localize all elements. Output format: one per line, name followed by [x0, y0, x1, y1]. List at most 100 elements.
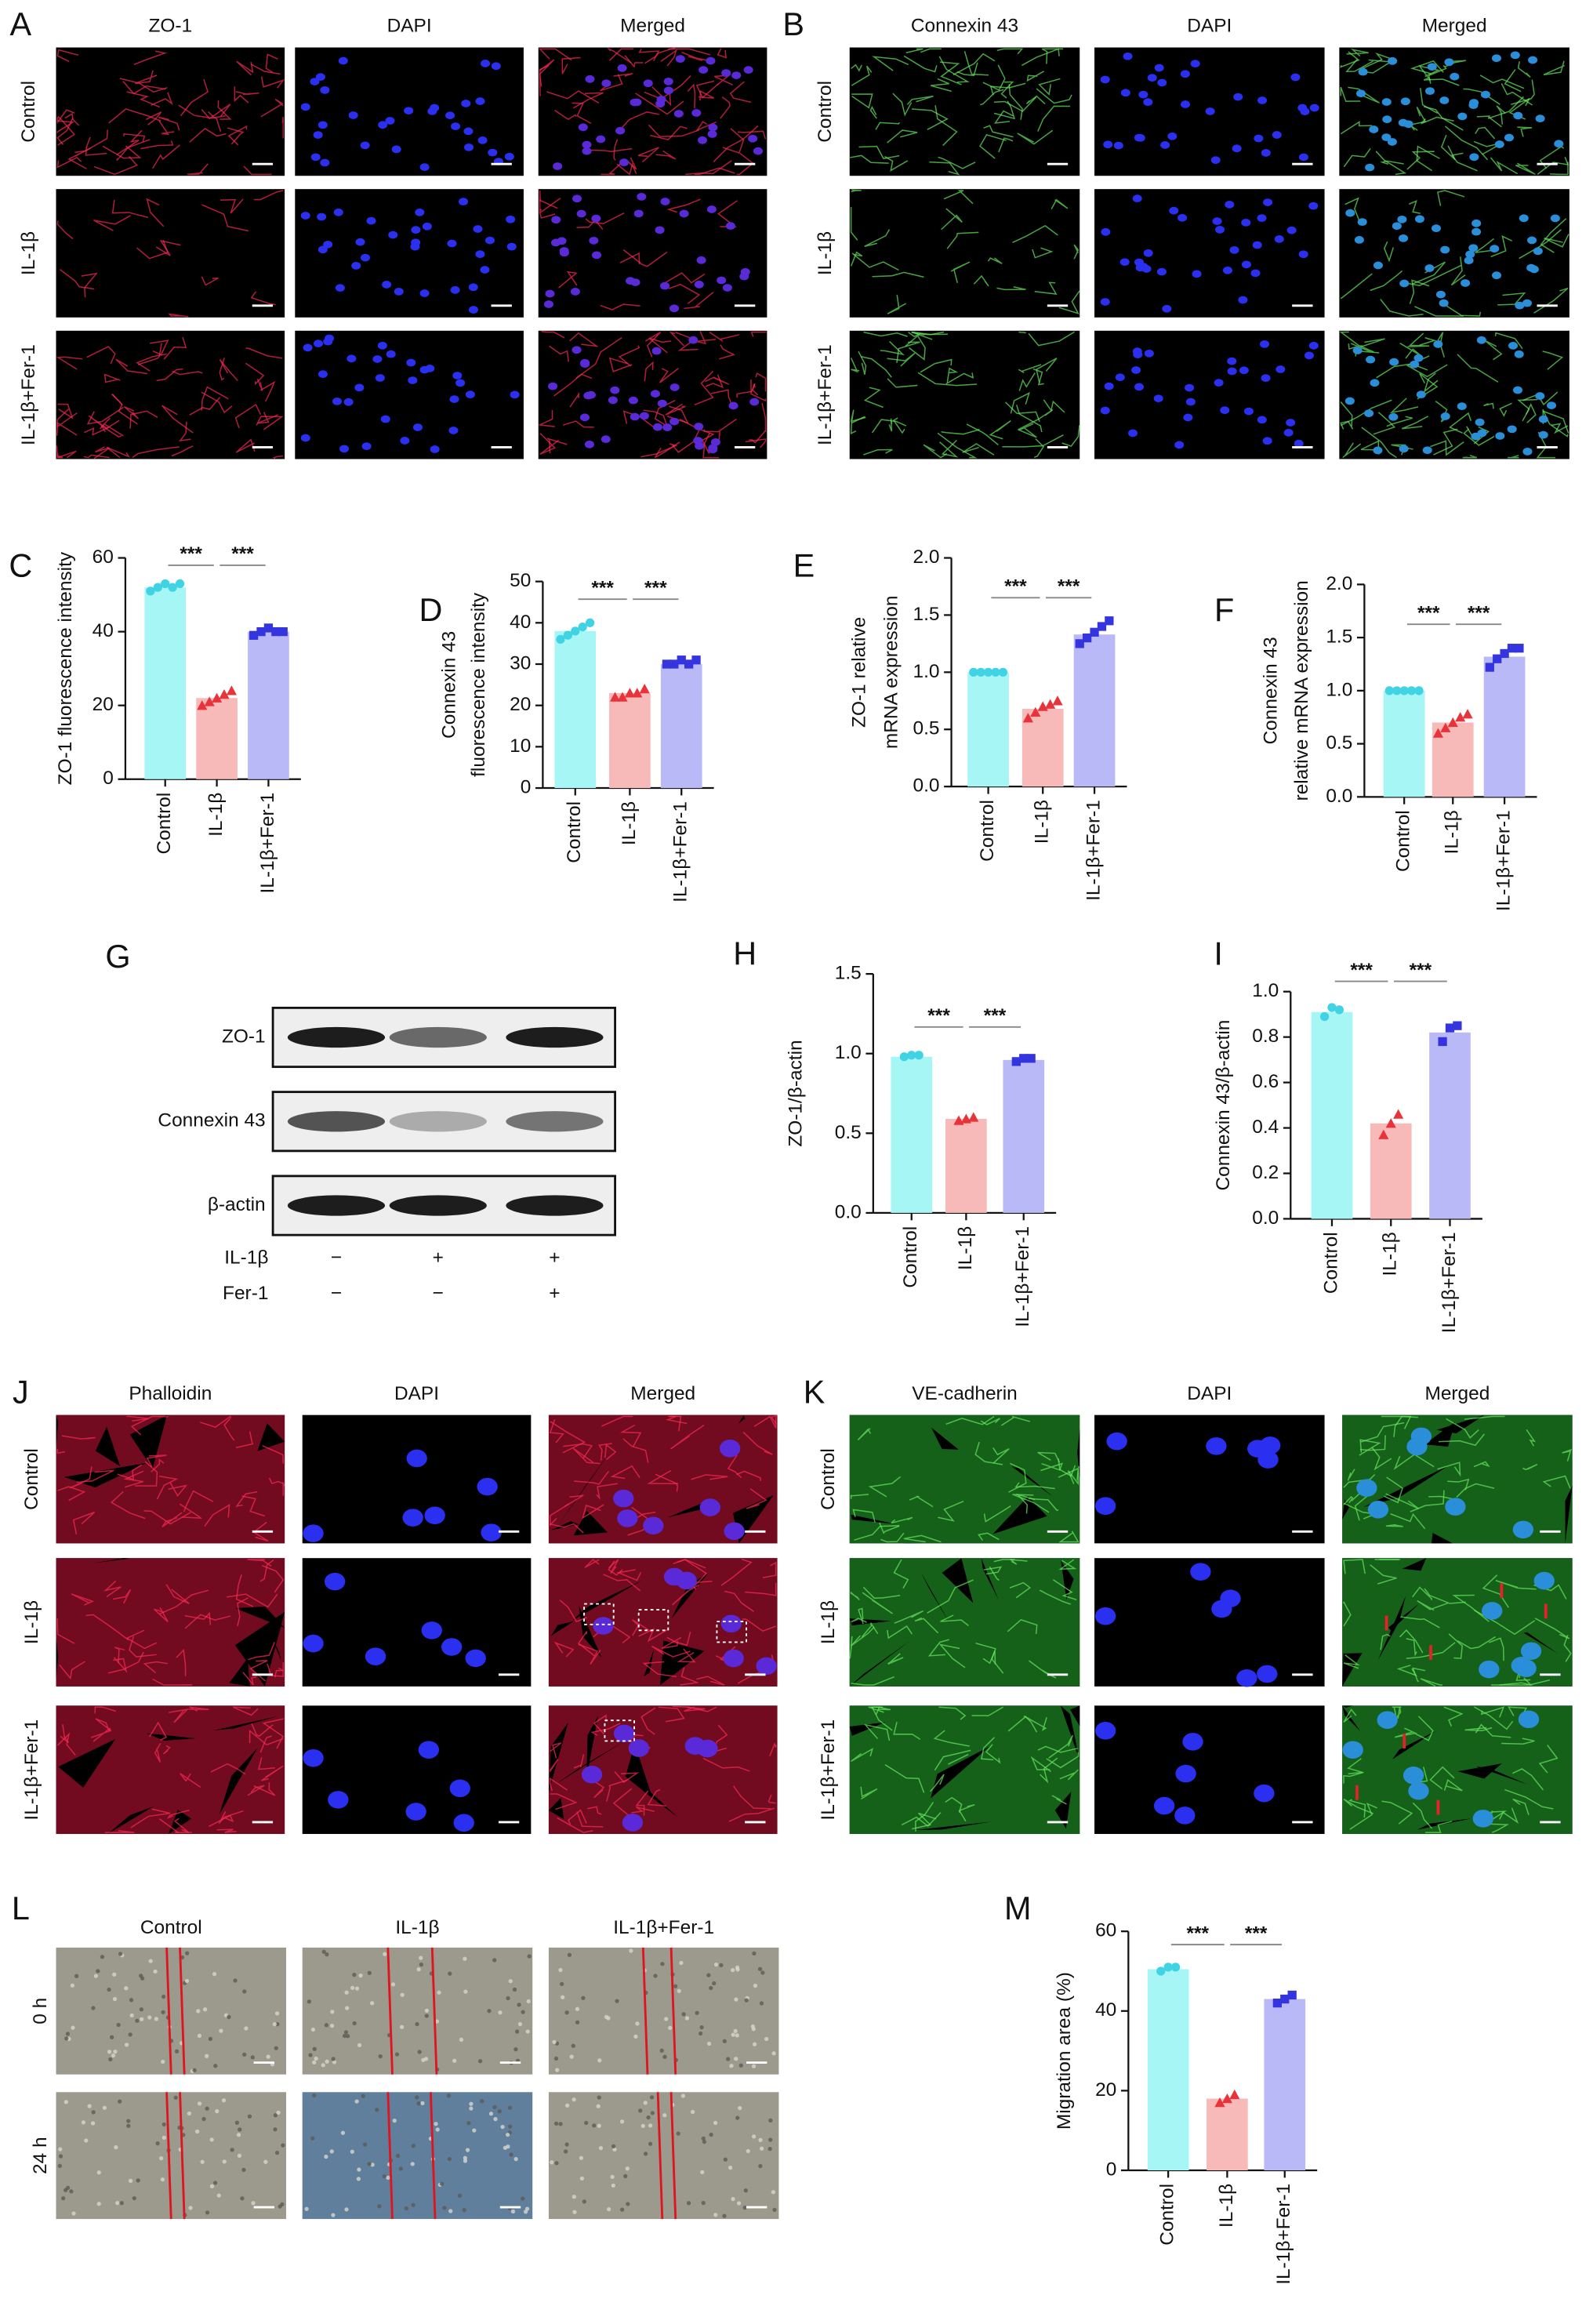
- fiber: [669, 1415, 682, 1432]
- nucleus: [1369, 125, 1379, 133]
- fiber: [1415, 1716, 1434, 1741]
- micrograph: [295, 189, 524, 318]
- channel-title: Merged: [630, 1383, 695, 1404]
- cell-gap: [1061, 1560, 1074, 1600]
- fiber: [158, 116, 180, 131]
- y-tick-label: 0.5: [1326, 732, 1352, 753]
- cell: [325, 1952, 329, 1957]
- fiber: [887, 1625, 913, 1640]
- nucleus: [406, 1449, 427, 1468]
- fiber: [1028, 331, 1076, 347]
- cell: [329, 2023, 335, 2028]
- fiber: [104, 1829, 135, 1833]
- nucleus: [1261, 149, 1271, 157]
- fiber: [1517, 126, 1533, 137]
- cell-gap: [1342, 1653, 1363, 1687]
- row-label: IL-1β: [818, 1600, 839, 1644]
- cell-gap: [550, 1621, 574, 1636]
- cell: [250, 2055, 255, 2060]
- fiber: [619, 1424, 642, 1447]
- data-point: [1097, 622, 1107, 631]
- cell: [480, 2099, 484, 2104]
- nucleus: [1094, 1497, 1116, 1516]
- nucleus: [1464, 256, 1474, 265]
- fiber: [714, 74, 733, 85]
- cell: [244, 2026, 249, 2031]
- fiber: [1076, 1469, 1080, 1480]
- cell-gap: [56, 1414, 59, 1448]
- data-point: [146, 586, 155, 596]
- fiber: [146, 1454, 167, 1468]
- fiber: [1544, 234, 1569, 248]
- fiber: [677, 1648, 696, 1663]
- bar: [1147, 1969, 1189, 2170]
- cell: [240, 2196, 245, 2201]
- cell: [466, 2121, 471, 2126]
- fiber: [1508, 455, 1519, 459]
- fiber: [631, 1806, 655, 1814]
- bar: [1383, 690, 1425, 797]
- fiber: [1046, 1752, 1080, 1769]
- significance-label: ***: [1245, 1923, 1268, 1944]
- data-point: [1319, 1011, 1330, 1022]
- fiber: [962, 443, 995, 456]
- data-point: [617, 692, 628, 702]
- micrograph: [1339, 47, 1569, 176]
- nucleus: [419, 163, 430, 172]
- fiber: [850, 1591, 860, 1601]
- nucleus: [617, 64, 627, 72]
- nucleus: [394, 287, 404, 296]
- nucleus: [669, 304, 680, 313]
- cell: [70, 1983, 75, 1988]
- fiber: [1500, 83, 1533, 106]
- cell: [648, 2141, 653, 2146]
- nucleus: [1495, 432, 1505, 440]
- fiber: [1340, 420, 1354, 430]
- fiber: [94, 1706, 116, 1714]
- bar: [891, 1056, 933, 1213]
- nucleus: [1518, 1710, 1540, 1729]
- fiber: [1038, 78, 1061, 96]
- cell: [378, 2053, 383, 2059]
- channel-title: DAPI: [394, 1383, 439, 1404]
- y-axis-label: Migration area (%): [1054, 1972, 1075, 2130]
- band: [389, 1026, 487, 1048]
- nucleus: [1468, 101, 1479, 110]
- nucleus: [1471, 219, 1482, 227]
- cell-gap: [93, 1558, 130, 1563]
- nucleus: [572, 346, 582, 354]
- cell: [263, 2159, 268, 2164]
- cell: [118, 1952, 123, 1956]
- nucleus: [1469, 153, 1479, 162]
- data-point: [1334, 1005, 1344, 1015]
- fiber: [1052, 1579, 1077, 1600]
- fiber: [622, 1438, 649, 1463]
- nucleus: [419, 289, 430, 297]
- cell: [439, 2181, 445, 2186]
- cell: [500, 2125, 505, 2130]
- fiber: [151, 92, 173, 107]
- nucleus: [1538, 415, 1548, 423]
- data-point: [1447, 717, 1458, 728]
- y-tick-label: 1.5: [835, 963, 862, 984]
- band: [287, 1111, 386, 1132]
- fiber: [1343, 1601, 1352, 1627]
- fiber: [1489, 1823, 1510, 1833]
- fiber: [1406, 1638, 1417, 1657]
- fiber: [933, 1730, 970, 1747]
- fiber: [966, 423, 999, 445]
- data-point: [624, 688, 635, 698]
- cell: [160, 2177, 165, 2182]
- nucleus: [1439, 96, 1450, 104]
- nucleus: [1309, 103, 1319, 112]
- cell: [205, 2210, 210, 2215]
- cell: [208, 2036, 213, 2042]
- nucleus: [1250, 269, 1261, 278]
- fiber: [1495, 1580, 1537, 1590]
- micrograph: [1094, 189, 1325, 318]
- fiber: [911, 108, 949, 130]
- nucleus: [1513, 111, 1523, 120]
- cell: [465, 2148, 470, 2152]
- nucleus: [1174, 441, 1185, 449]
- cell: [417, 2050, 422, 2054]
